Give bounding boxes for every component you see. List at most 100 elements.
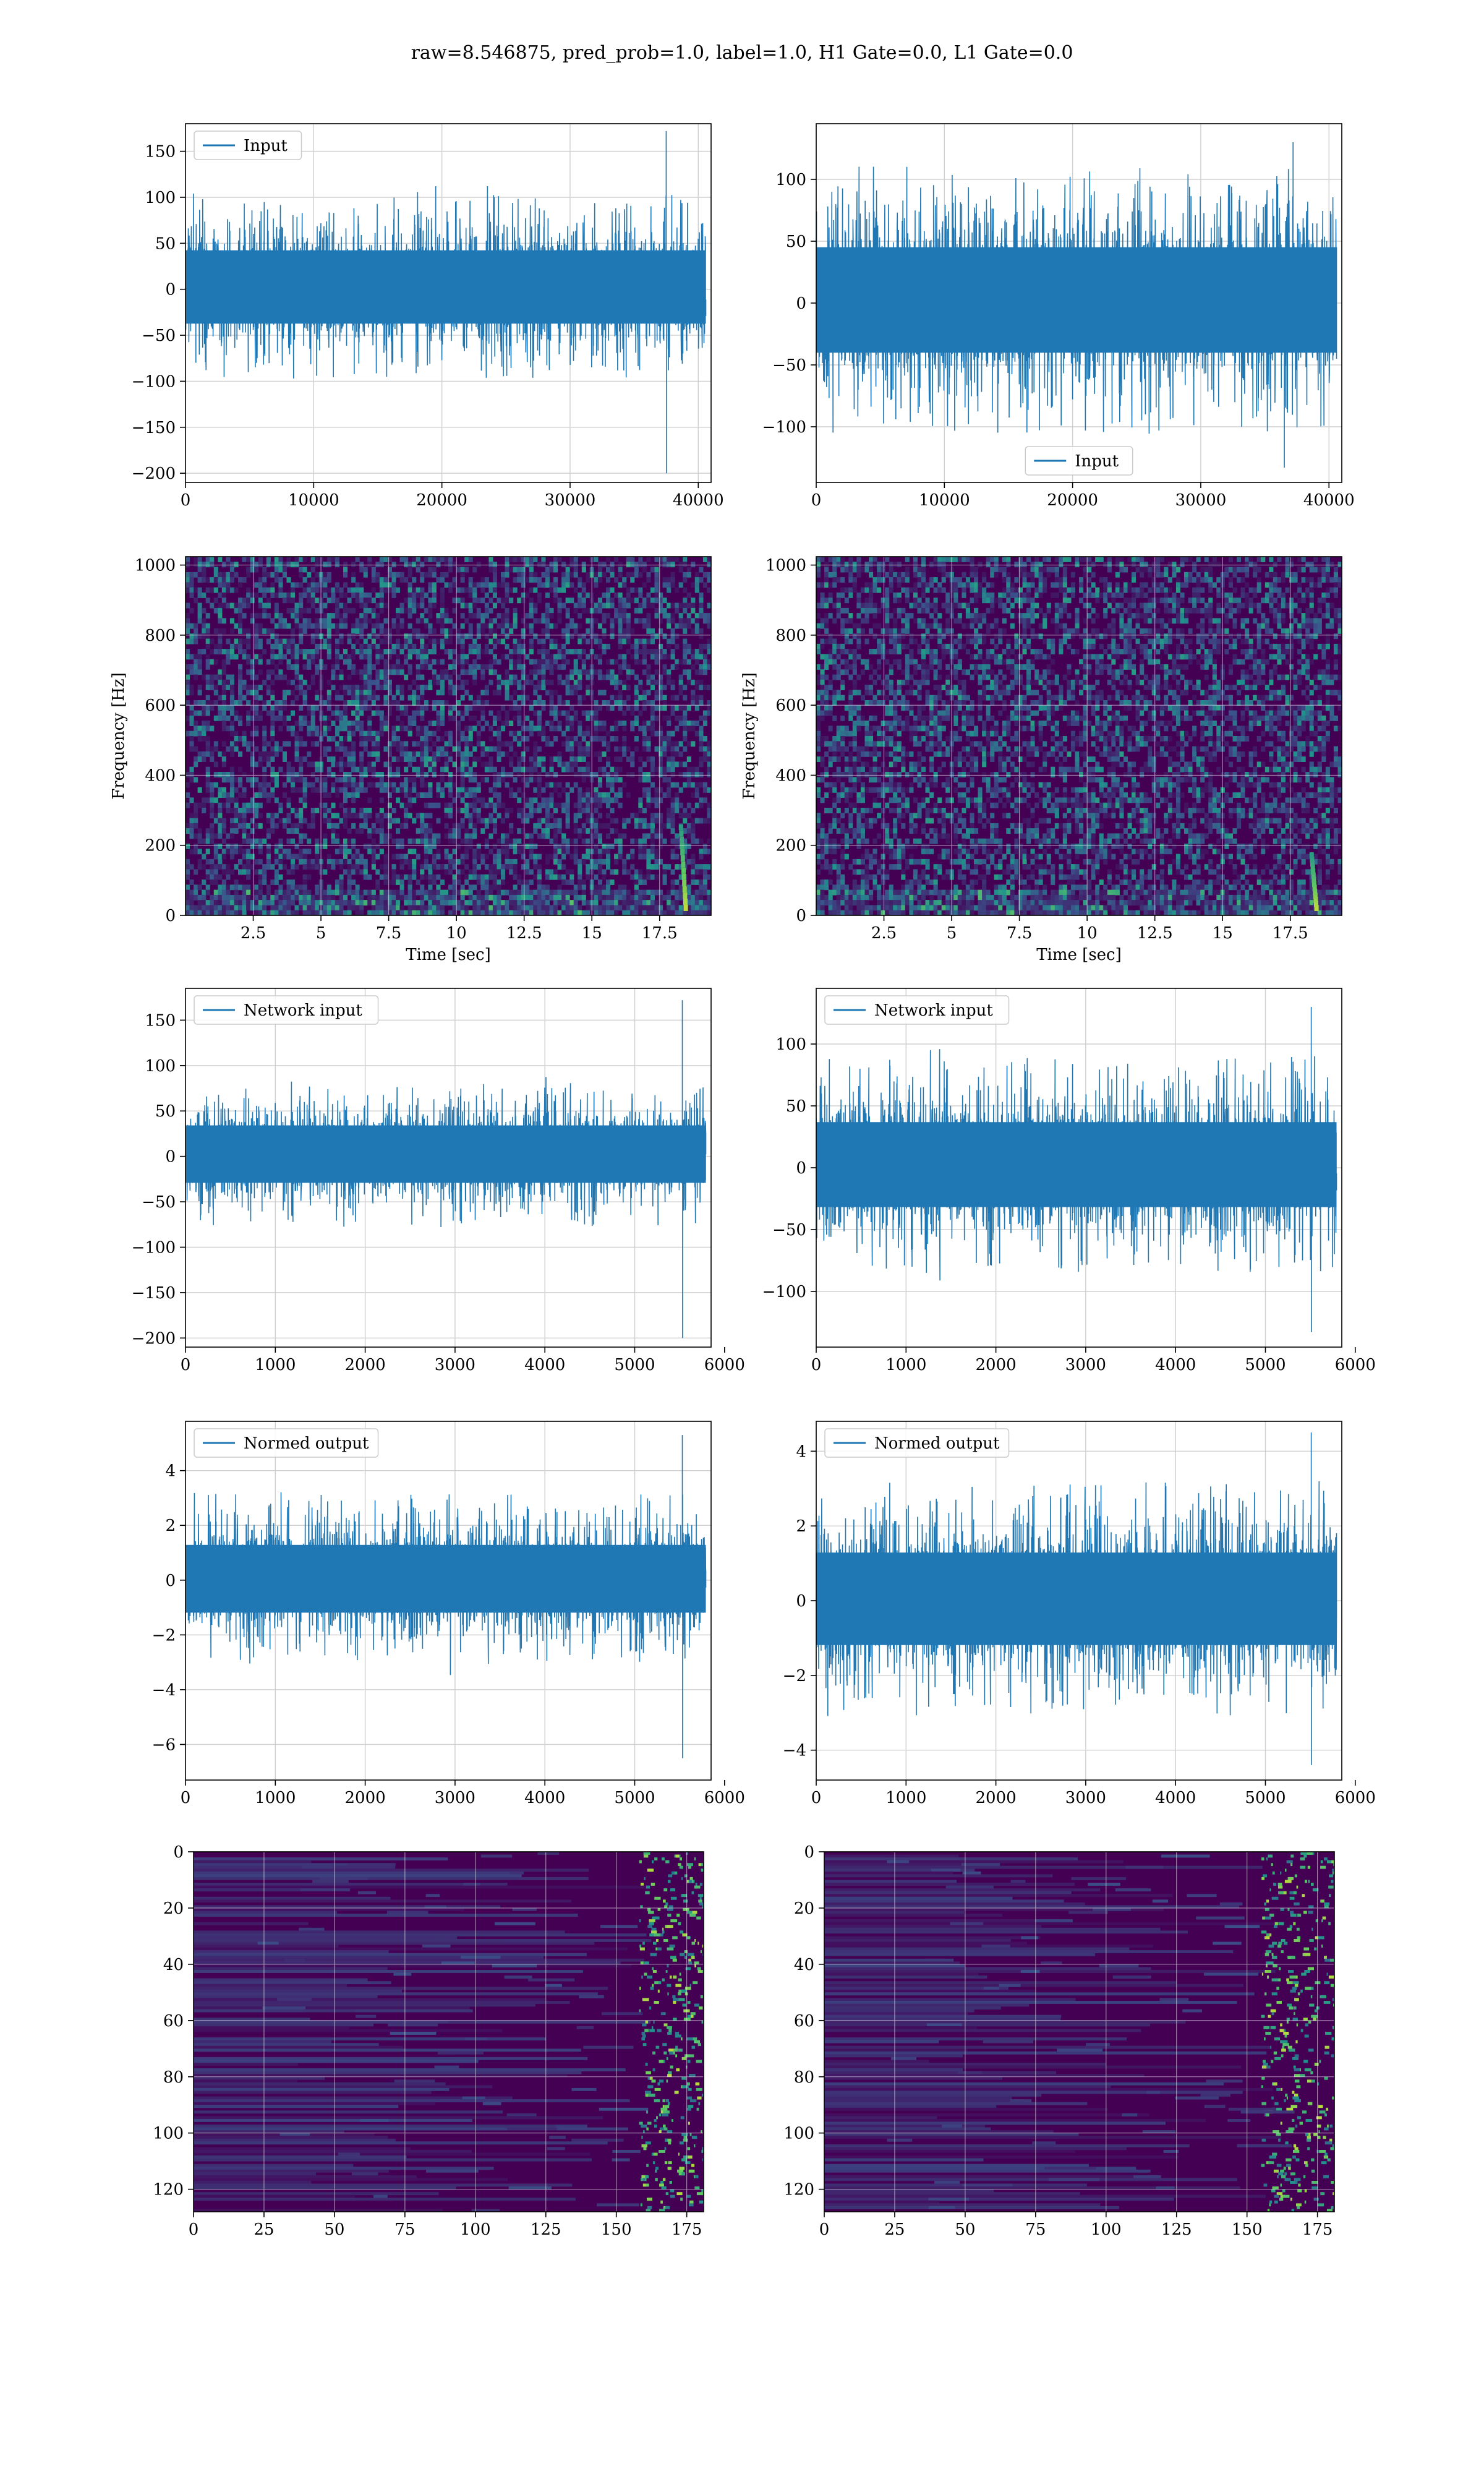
heatmap-cell: [476, 818, 481, 824]
heatmap-cell: [646, 787, 651, 793]
heatmap-cell: [299, 766, 304, 773]
heatmap-cell: [678, 715, 683, 721]
heatmap-cell: [274, 858, 279, 865]
heatmap-cell: [618, 849, 623, 855]
heatmap-cell: [626, 618, 631, 624]
heatmap-cell: [525, 679, 530, 685]
heatmap-cell: [686, 674, 691, 680]
heatmap-cell: [662, 751, 667, 757]
heatmap-cell: [614, 659, 619, 665]
heatmap-cell: [355, 894, 360, 901]
heatmap-cell: [339, 593, 344, 598]
heatmap-cell: [254, 792, 259, 798]
heatmap-cell: [387, 649, 392, 654]
heatmap-cell: [407, 562, 412, 568]
heatmap-cell: [476, 874, 481, 880]
heatmap-cell: [242, 736, 247, 742]
heatmap-cell: [549, 792, 554, 798]
heatmap-cell: [533, 618, 538, 624]
heatmap-cell: [597, 889, 602, 896]
heatmap-cell: [659, 905, 663, 911]
heatmap-cell: [642, 808, 647, 813]
heatmap-cell: [331, 910, 336, 915]
heatmap-cell: [549, 756, 554, 762]
heatmap-cell: [614, 910, 619, 915]
heatmap-cell: [545, 833, 550, 839]
heatmap-cell: [581, 823, 586, 829]
heatmap-cell: [537, 818, 542, 824]
heatmap-cell: [307, 838, 312, 844]
heatmap-cell: [472, 669, 477, 675]
heatmap-cell: [678, 884, 683, 891]
heatmap-cell: [557, 721, 562, 726]
heatmap-cell: [234, 777, 239, 783]
heatmap-cell: [363, 623, 368, 629]
heatmap-cell: [586, 593, 591, 598]
heatmap-cell: [626, 869, 631, 875]
heatmap-cell: [270, 894, 275, 901]
heatmap-cell: [424, 756, 429, 762]
heatmap-cell: [525, 889, 530, 896]
heatmap-cell: [610, 766, 615, 773]
heatmap-cell: [553, 874, 558, 880]
heatmap-cell: [594, 900, 599, 905]
heatmap-cell: [513, 858, 518, 865]
heatmap-cell: [675, 910, 680, 915]
heatmap-cell: [659, 787, 663, 793]
heatmap-cell: [189, 633, 194, 640]
heatmap-cell: [367, 874, 372, 880]
heatmap-cell: [278, 649, 283, 654]
heatmap-cell: [675, 797, 680, 803]
heatmap-cell: [202, 623, 207, 629]
heatmap-cell: [533, 797, 538, 803]
heatmap-cell: [238, 638, 243, 644]
heatmap-cell: [594, 884, 599, 891]
heatmap-cell: [456, 685, 461, 690]
heatmap-cell: [642, 736, 647, 742]
heatmap-cell: [266, 751, 271, 757]
heatmap-cell: [282, 597, 287, 604]
heatmap-cell: [553, 823, 558, 829]
heatmap-cell: [343, 659, 348, 665]
heatmap-cell: [254, 654, 259, 660]
heatmap-cell: [573, 756, 578, 762]
heatmap-cell: [262, 751, 267, 757]
heatmap-cell: [686, 782, 691, 788]
heatmap-cell: [234, 880, 239, 885]
heatmap-cell: [497, 659, 501, 665]
heatmap-cell: [326, 705, 331, 711]
heatmap-cell: [557, 607, 562, 614]
heatmap-cell: [505, 782, 510, 788]
heatmap-cell: [310, 597, 315, 604]
heatmap-cell: [683, 685, 688, 690]
heatmap-cell: [537, 721, 542, 726]
heatmap-cell: [387, 582, 392, 588]
heatmap-cell: [586, 618, 591, 624]
heatmap-cell: [622, 654, 627, 660]
heatmap-cell: [323, 910, 328, 915]
heatmap-cell: [202, 889, 207, 896]
heatmap-cell: [189, 905, 194, 911]
heatmap-cell: [456, 874, 461, 880]
heatmap-cell: [472, 864, 477, 870]
heatmap-cell: [456, 858, 461, 865]
heatmap-cell: [432, 894, 437, 901]
heatmap-cell: [229, 567, 234, 573]
heatmap-cell: [234, 808, 239, 813]
heatmap-cell: [626, 623, 631, 629]
heatmap-cell: [194, 571, 198, 578]
heatmap-cell: [565, 889, 570, 896]
heatmap-cell: [456, 833, 461, 839]
heatmap-cell: [307, 782, 312, 788]
heatmap-cell: [650, 894, 655, 901]
heatmap-cell: [371, 849, 376, 855]
heatmap-cell: [218, 638, 223, 644]
heatmap-cell: [597, 577, 602, 583]
heatmap-cell: [460, 761, 465, 768]
heatmap-cell: [618, 884, 623, 891]
heatmap-cell: [537, 894, 542, 901]
heatmap-cell: [476, 597, 481, 604]
heatmap-cell: [578, 623, 582, 629]
heatmap-cell: [197, 587, 202, 593]
heatmap-cell: [537, 761, 542, 768]
